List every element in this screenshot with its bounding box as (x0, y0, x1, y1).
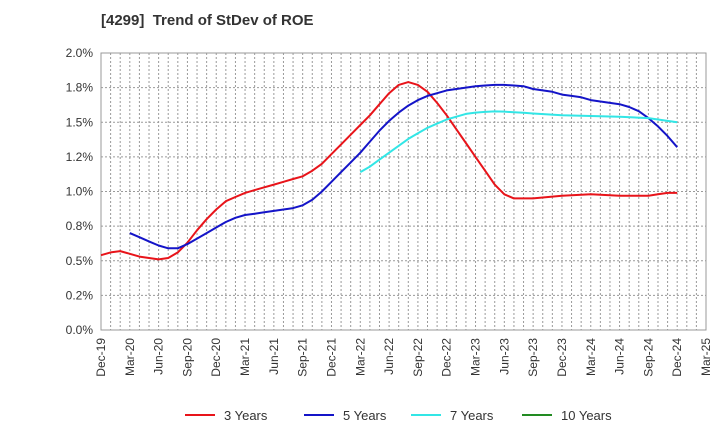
legend: 3 Years 5 Years 7 Years 10 Years (185, 408, 612, 423)
x-tick-label: Dec-19 (94, 338, 108, 377)
x-tick-label: Dec-23 (555, 338, 569, 377)
x-tick-label: Mar-21 (238, 338, 252, 376)
legend-label: 5 Years (343, 408, 387, 423)
x-tick-label: Mar-23 (469, 338, 483, 376)
y-tick-label: 0.2% (66, 288, 94, 302)
y-tick-label: 1.8% (66, 81, 94, 95)
x-tick-label: Sep-21 (296, 338, 310, 377)
x-tick-label: Mar-24 (584, 338, 598, 376)
x-tick-label: Dec-20 (209, 338, 223, 377)
x-tick-label: Jun-22 (382, 338, 396, 375)
x-tick-label: Jun-23 (497, 338, 511, 375)
series-lines (100, 81, 678, 261)
grid-lines (101, 53, 706, 330)
y-axis-ticks: 0.0% 0.2% 0.5% 0.8% 1.0% 1.2% 1.5% 1.8% 2.0% (66, 46, 94, 337)
y-tick-label: 2.0% (66, 46, 94, 60)
x-tick-label: Jun-21 (267, 338, 281, 375)
x-tick-label: Mar-20 (123, 338, 137, 376)
x-tick-label: Sep-24 (641, 338, 655, 377)
x-tick-label: Sep-22 (411, 338, 425, 377)
y-tick-label: 1.5% (66, 115, 94, 129)
legend-label: 10 Years (561, 408, 612, 423)
legend-label: 7 Years (450, 408, 494, 423)
y-tick-label: 1.2% (66, 150, 94, 164)
y-tick-label: 0.0% (66, 323, 94, 337)
series-line-7-years (359, 110, 678, 173)
x-tick-label: Mar-25 (699, 338, 713, 376)
legend-label: 3 Years (224, 408, 268, 423)
x-tick-label: Dec-22 (440, 338, 454, 377)
x-tick-label: Dec-21 (324, 338, 338, 377)
x-tick-label: Sep-23 (526, 338, 540, 377)
x-tick-label: Sep-20 (180, 338, 194, 377)
y-tick-label: 0.5% (66, 254, 94, 268)
x-tick-label: Mar-22 (353, 338, 367, 376)
y-tick-label: 0.8% (66, 219, 94, 233)
x-tick-label: Jun-20 (152, 338, 166, 375)
x-axis-ticks: Dec-19 Mar-20 Jun-20 Sep-20 Dec-20 Mar-21 Jun-… (94, 338, 713, 377)
x-tick-label: Jun-24 (613, 338, 627, 375)
plot-frame (100, 52, 707, 331)
x-tick-label: Dec-24 (670, 338, 684, 377)
series-line-5-years (129, 83, 678, 250)
y-tick-label: 1.0% (66, 185, 94, 199)
chart-title: [4299] Trend of StDev of ROE (101, 12, 314, 29)
